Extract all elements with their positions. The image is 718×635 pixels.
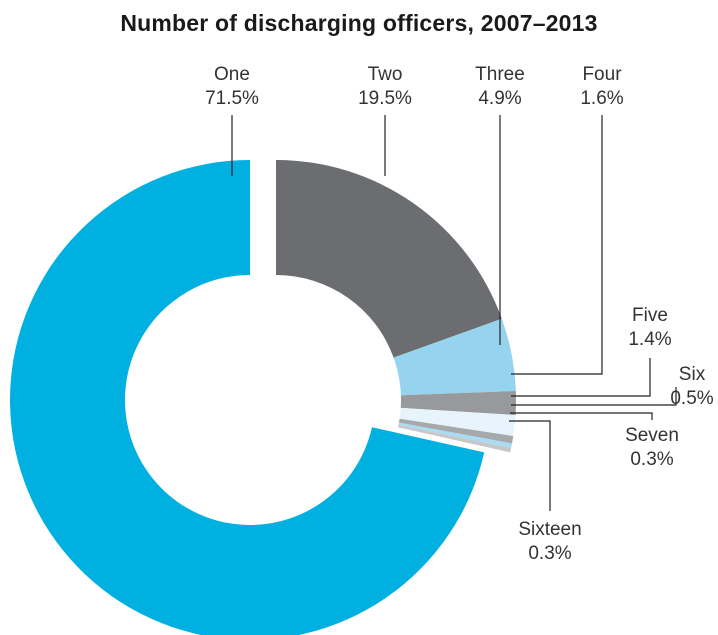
value-label-five: 1.4%: [628, 329, 671, 350]
label-five: Five: [632, 305, 668, 326]
slice-labels: One 71.5% Two 19.5% Three 4.9% Four 1.6% Five 1.4…: [205, 64, 714, 564]
label-seven: Seven: [625, 425, 679, 446]
label-three: Three: [475, 64, 525, 85]
slice-six: [398, 418, 514, 444]
value-label-two: 19.5%: [358, 88, 412, 109]
label-one: One: [214, 64, 250, 85]
value-label-sixteen: 0.3%: [528, 543, 571, 564]
value-label-six: 0.5%: [670, 388, 713, 409]
label-six: Six: [679, 364, 706, 385]
value-label-one: 71.5%: [205, 88, 259, 109]
slice-three: [393, 318, 516, 396]
slice-one: [10, 160, 485, 635]
leader-line-sixteen: [509, 420, 551, 511]
slice-seven: [398, 422, 513, 448]
slice-sixteen: [397, 424, 512, 453]
leader-line-six: [511, 387, 677, 406]
leader-line-five: [511, 358, 651, 397]
leader-line-four: [511, 115, 603, 375]
value-label-four: 1.6%: [580, 88, 623, 109]
chart-title: Number of discharging officers, 2007–201…: [120, 10, 598, 36]
slice-five: [399, 407, 516, 437]
leader-line-seven: [510, 412, 653, 420]
label-two: Two: [368, 64, 403, 85]
label-sixteen: Sixteen: [518, 519, 581, 540]
leader-lines: [231, 115, 677, 511]
donut-slices: [10, 160, 516, 635]
slice-four: [400, 390, 516, 416]
value-label-seven: 0.3%: [630, 449, 673, 470]
label-four: Four: [582, 64, 622, 85]
slice-two: [276, 160, 502, 358]
value-label-three: 4.9%: [478, 88, 521, 109]
